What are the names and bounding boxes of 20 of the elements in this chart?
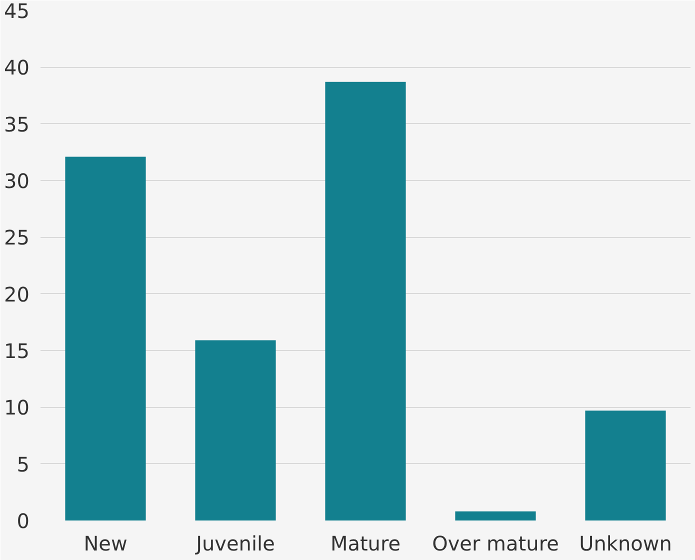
x-tick-label: New <box>84 532 128 556</box>
y-tick-label: 35 <box>4 112 30 136</box>
y-tick-label: 45 <box>4 0 30 23</box>
x-tick-label: Over mature <box>432 532 559 556</box>
bar <box>65 156 146 520</box>
y-tick-label: 25 <box>4 226 30 250</box>
bar <box>325 82 406 520</box>
x-tick-label: Juvenile <box>194 532 275 556</box>
y-tick-label: 40 <box>4 56 30 80</box>
bar <box>195 340 276 520</box>
y-tick-label: 10 <box>4 396 30 420</box>
y-tick-label: 0 <box>16 509 30 533</box>
x-tick-label: Mature <box>330 532 401 556</box>
x-tick-label: Unknown <box>579 532 672 556</box>
bar <box>455 511 536 520</box>
y-tick-label: 30 <box>4 169 30 193</box>
bar <box>585 410 666 520</box>
y-tick-label: 20 <box>4 282 30 306</box>
y-tick-label: 15 <box>4 339 30 363</box>
y-tick-label: 5 <box>16 452 30 476</box>
